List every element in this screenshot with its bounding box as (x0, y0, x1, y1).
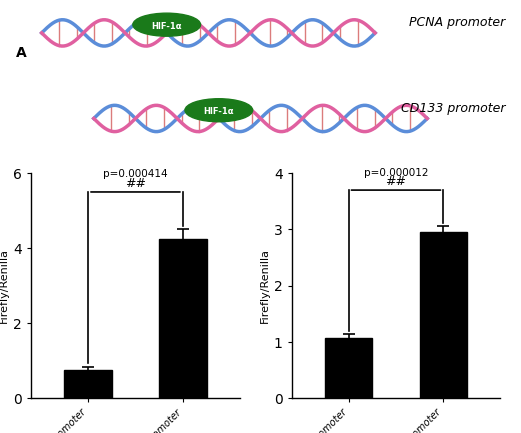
Bar (419, 232, 467, 398)
Text: HIF-1α: HIF-1α (152, 22, 182, 31)
Text: CD133 promoter: CD133 promoter (401, 102, 505, 115)
Bar (159, 239, 206, 398)
Y-axis label: Firefly/Renilla: Firefly/Renilla (0, 248, 9, 323)
Bar (325, 338, 373, 398)
Text: ##: ## (386, 175, 406, 188)
Text: p=0.000012: p=0.000012 (364, 168, 428, 178)
Text: ##: ## (125, 177, 146, 190)
Text: PCNA promoter: PCNA promoter (409, 16, 505, 29)
Bar (65, 370, 112, 398)
Y-axis label: Firefly/Renilla: Firefly/Renilla (259, 248, 270, 323)
Text: p=0.000414: p=0.000414 (103, 169, 168, 179)
Text: HIF-1α: HIF-1α (204, 107, 234, 116)
Ellipse shape (133, 13, 201, 36)
Ellipse shape (185, 99, 253, 122)
Text: A: A (16, 46, 27, 60)
